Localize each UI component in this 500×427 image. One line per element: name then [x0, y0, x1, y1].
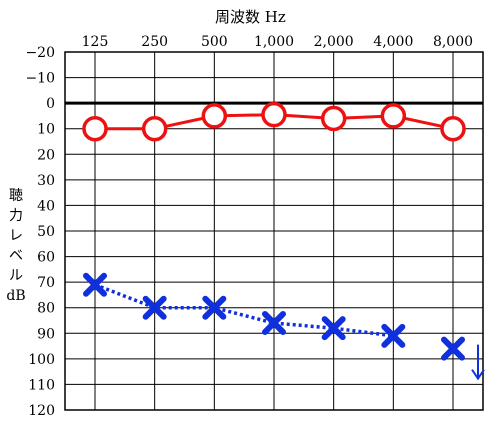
series-point-circle [82, 115, 108, 142]
series-point-cross [321, 316, 346, 341]
y-tick-label: −20 [25, 45, 55, 61]
series-point-cross [441, 336, 465, 361]
series-point-circle [201, 103, 228, 129]
y-tick-label: 40 [37, 198, 55, 214]
series-line [94, 283, 394, 338]
plot-frame [64, 51, 484, 411]
y-tick-label: −10 [25, 71, 55, 87]
y-tick-label: 30 [37, 173, 55, 189]
x-tick-label: 125 [82, 34, 109, 50]
y-tick-label: 50 [37, 224, 55, 240]
y-tick-label: 100 [28, 352, 55, 368]
x-tick-label: 4,000 [373, 34, 413, 50]
series-point-circle [141, 115, 168, 142]
y-tick-label: 60 [37, 250, 55, 266]
series-point-circle [261, 101, 287, 128]
series-point-circle [440, 115, 466, 142]
x-tick-label: 1,000 [254, 34, 294, 50]
y-tick-label: 110 [28, 377, 55, 393]
y-tick-label: 10 [37, 122, 55, 138]
y-tick-label: 80 [37, 301, 55, 317]
series-point-cross [83, 272, 107, 297]
y-axis-label-unit: dB [6, 288, 26, 304]
y-axis-label: 聴力レベル dB [4, 186, 28, 306]
y-tick-label: 70 [37, 275, 55, 291]
y-tick-label: 0 [46, 96, 55, 112]
y-tick-label: 120 [28, 403, 55, 419]
x-tick-label: 8,000 [433, 34, 473, 50]
series-point-circle [380, 103, 407, 129]
series-point-circle [320, 105, 347, 132]
series-point-cross [142, 295, 167, 320]
x-tick-label: 2,000 [314, 34, 354, 50]
y-tick-label: 20 [37, 147, 55, 163]
scale-out-arrow-head [471, 369, 485, 381]
y-axis-label-text: 聴力レベル [9, 188, 23, 284]
x-tick-label: 250 [141, 34, 168, 50]
series-point-cross [202, 295, 227, 320]
y-tick-label: 90 [37, 326, 55, 342]
x-tick-label: 500 [201, 34, 228, 50]
series-point-cross [381, 323, 406, 348]
chart-title: 周波数 Hz [215, 8, 286, 26]
series-point-cross [262, 311, 286, 336]
